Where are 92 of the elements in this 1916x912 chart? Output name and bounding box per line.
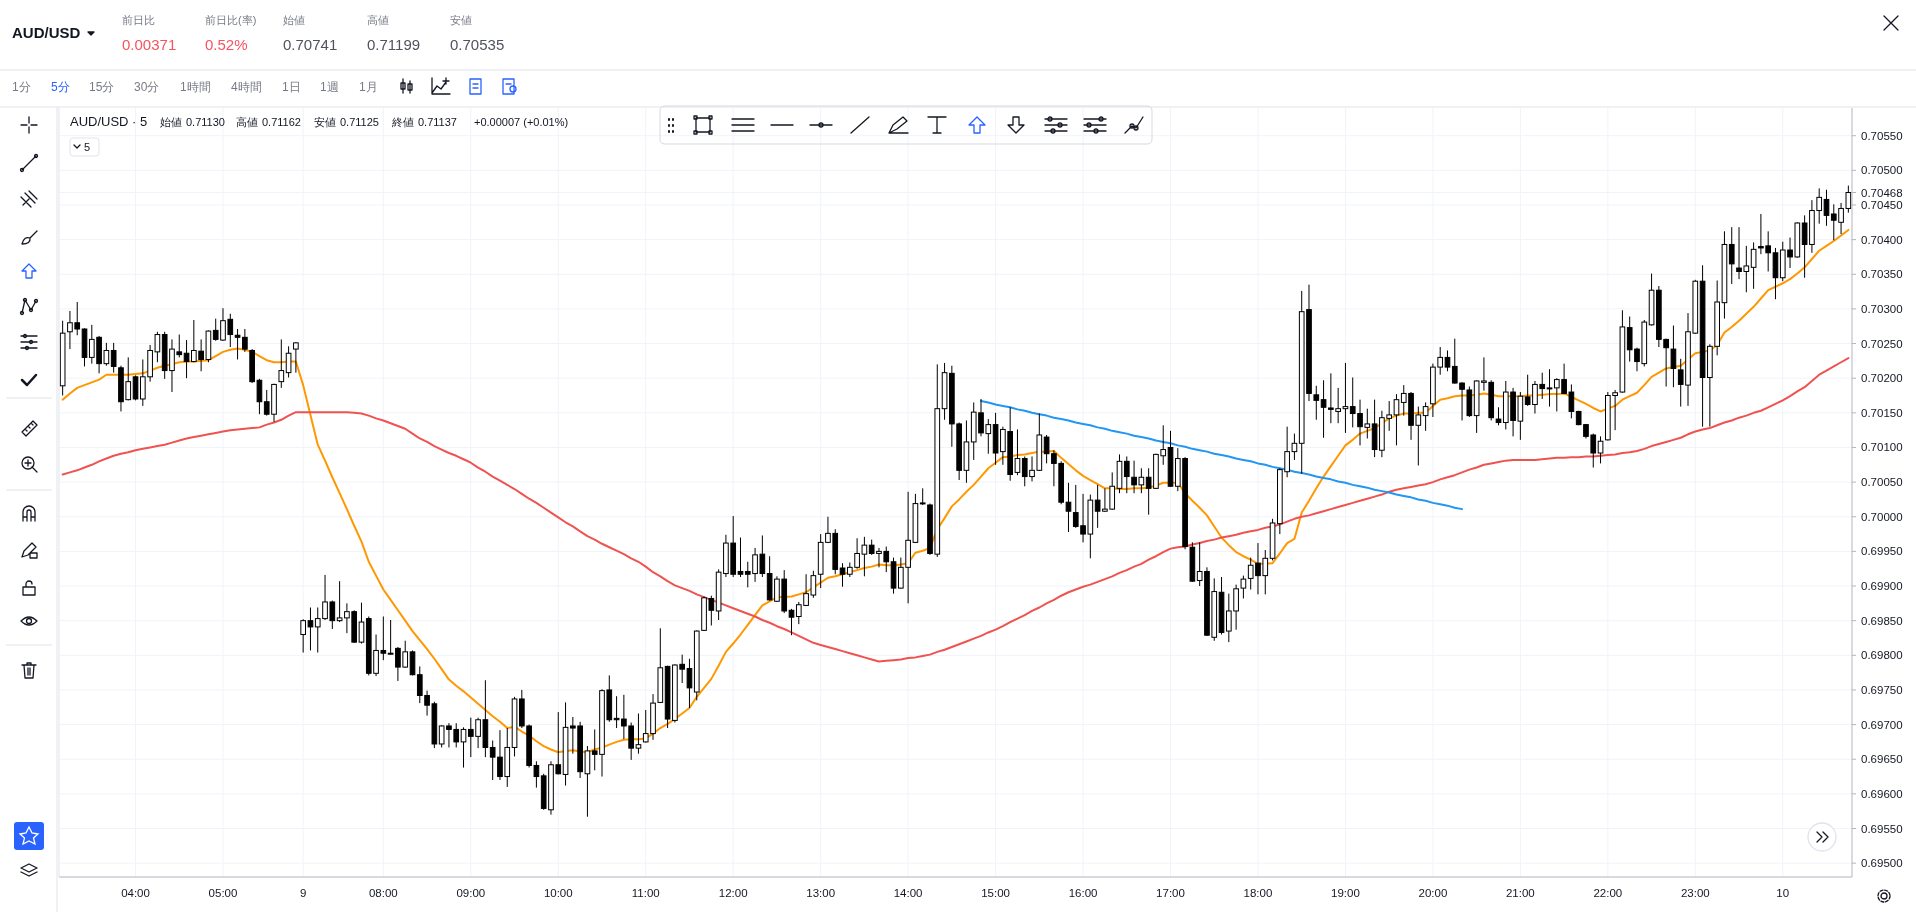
y-tick-label: 0.69950: [1861, 545, 1903, 558]
candlestick: [293, 341, 299, 374]
y-tick-label: 0.69650: [1861, 753, 1903, 766]
x-tick-label: 11:00: [631, 887, 660, 899]
y-tick-label: 0.69800: [1861, 649, 1903, 662]
y-tick-label: 0.69600: [1861, 787, 1903, 800]
annotation: 0.71137: [418, 116, 457, 128]
y-tick-label: 0.69550: [1861, 822, 1903, 835]
y-tick-label: 0.70300: [1861, 302, 1903, 315]
x-tick-label: 22:00: [1593, 887, 1623, 899]
line-series: [61, 357, 1850, 663]
y-tick-label: 0.70550: [1861, 129, 1903, 142]
x-tick-label: 18:00: [1243, 887, 1273, 899]
candlestick: [788, 608, 795, 636]
y-tick-label: 0.70000: [1861, 510, 1903, 523]
x-tick-label: 20:00: [1418, 887, 1448, 899]
text: 0.71199: [367, 36, 421, 53]
x-tick-label: 23:00: [1680, 887, 1710, 899]
y-tick-label: 0.70250: [1861, 337, 1903, 350]
line-series: [980, 400, 1464, 511]
candlestick: [1728, 226, 1735, 285]
text: 1日: [282, 80, 301, 94]
annotation: +0.00007 (+0.01%): [474, 116, 569, 128]
x-tick-label: 08:00: [368, 887, 398, 899]
text: 0.70535: [450, 36, 505, 53]
candlestick: [409, 649, 416, 676]
text: 始値: [283, 14, 305, 26]
text: 0.70741: [283, 36, 338, 53]
y-tick-label: 0.70468: [1861, 186, 1903, 199]
text: 0.52%: [205, 36, 248, 53]
x-tick-label: 16:00: [1068, 887, 1098, 899]
annotation: 0.71125: [340, 116, 379, 128]
x-tick-label: 10:00: [543, 887, 573, 899]
annotation: 高値: [236, 116, 258, 128]
y-tick-label: 0.69750: [1861, 683, 1903, 696]
y-tick-label: 0.70200: [1861, 372, 1903, 385]
x-tick-label: 9: [299, 887, 307, 899]
candlestick: [110, 342, 117, 374]
annotation: 0.71162: [262, 116, 301, 128]
x-tick-label: 21:00: [1505, 887, 1535, 899]
candlestick: [1750, 241, 1757, 290]
text: 30分: [134, 80, 160, 94]
text: 1月: [359, 80, 378, 94]
annotation: AUD/USD · 5: [70, 114, 148, 129]
text: 安値: [450, 14, 472, 26]
candlestick: [1597, 435, 1604, 464]
y-tick-label: 0.70150: [1861, 406, 1903, 419]
text: 15分: [89, 80, 115, 94]
annotation: 始値: [160, 116, 182, 128]
line-series: [61, 228, 1850, 754]
x-tick-label: 14:00: [893, 887, 923, 899]
candlestick: [1123, 455, 1130, 494]
candlestick: [1670, 325, 1677, 388]
chart-title: AUD/USD: [12, 24, 81, 41]
candlestick: [1422, 401, 1429, 432]
y-tick-label: 0.70400: [1861, 233, 1903, 246]
annotation: 安値: [314, 116, 336, 128]
x-tick-label: 09:00: [456, 887, 486, 899]
annotation: 5: [84, 141, 91, 153]
text: 1週: [320, 80, 339, 94]
text: 前日比(率): [205, 14, 257, 26]
x-tick-label: 12:00: [718, 887, 748, 899]
y-tick-label: 0.69900: [1861, 580, 1903, 593]
candlestick: [1313, 385, 1320, 421]
y-tick-label: 0.70450: [1861, 199, 1903, 212]
y-tick-label: 0.70350: [1861, 268, 1903, 281]
x-tick-label: 05:00: [208, 887, 238, 899]
x-tick-label: 17:00: [1156, 887, 1185, 899]
annotation: 0.71130: [186, 116, 225, 128]
y-tick-label: 0.69700: [1861, 718, 1903, 731]
x-tick-label: 15:00: [981, 887, 1010, 899]
y-tick-label: 0.70500: [1861, 164, 1903, 177]
candlestick: [285, 345, 292, 378]
text: 1分: [12, 80, 31, 94]
text: 高値: [367, 14, 389, 26]
annotation: 終値: [391, 116, 414, 128]
candlestick: [737, 537, 744, 578]
x-tick-label: 10: [1776, 887, 1790, 899]
y-tick-label: 0.70050: [1861, 476, 1903, 489]
y-tick-label: 0.69500: [1861, 857, 1903, 870]
x-tick-label: 13:00: [806, 887, 836, 899]
y-tick-label: 0.69850: [1861, 614, 1903, 627]
text: 4時間: [231, 80, 262, 94]
candlestick: [1495, 406, 1502, 426]
y-tick-label: 0.70100: [1861, 441, 1903, 454]
candlestick: [278, 338, 285, 389]
text: 前日比: [122, 14, 155, 26]
x-tick-label: 19:00: [1331, 887, 1360, 899]
text: 5分: [51, 80, 70, 94]
text: 0.00371: [122, 36, 177, 53]
text: 1時間: [180, 80, 211, 94]
x-tick-label: 04:00: [121, 887, 150, 899]
